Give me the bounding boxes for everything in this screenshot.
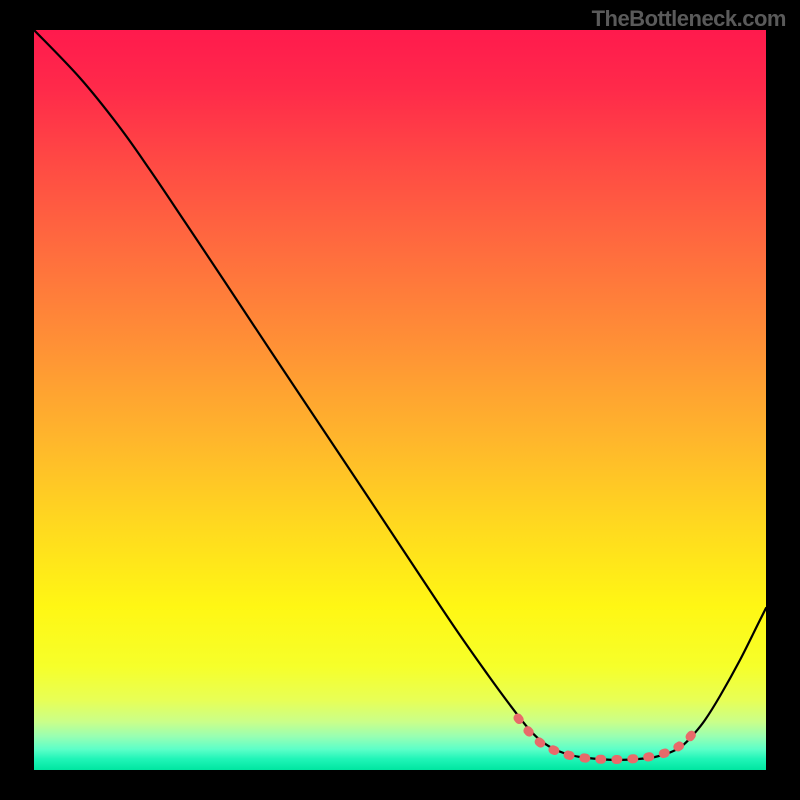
- plot-area: [34, 30, 766, 770]
- chart-container: TheBottleneck.com: [0, 0, 800, 800]
- watermark-label: TheBottleneck.com: [592, 6, 786, 32]
- gradient-background: [34, 30, 766, 770]
- plot-svg: [34, 30, 766, 770]
